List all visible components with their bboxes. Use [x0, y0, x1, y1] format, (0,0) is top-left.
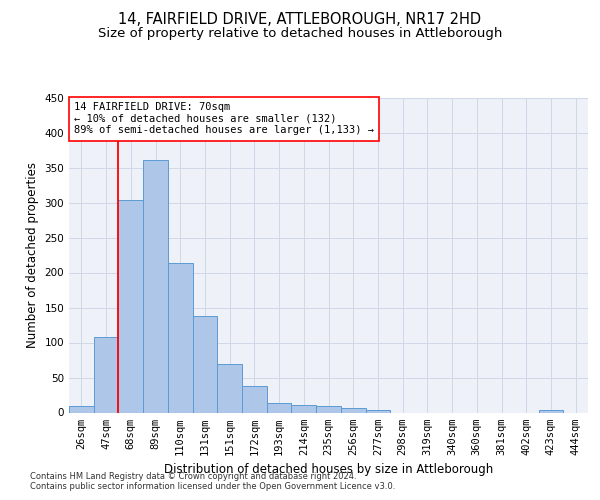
Bar [217, 364, 242, 412]
Text: 14, FAIRFIELD DRIVE, ATTLEBOROUGH, NR17 2HD: 14, FAIRFIELD DRIVE, ATTLEBOROUGH, NR17 … [118, 12, 482, 28]
Bar [292, 405, 316, 412]
X-axis label: Distribution of detached houses by size in Attleborough: Distribution of detached houses by size … [164, 463, 493, 476]
Bar [341, 408, 365, 412]
Text: Contains public sector information licensed under the Open Government Licence v3: Contains public sector information licen… [30, 482, 395, 491]
Bar [316, 406, 341, 412]
Bar [365, 410, 390, 412]
Bar [94, 337, 118, 412]
Bar [118, 200, 143, 412]
Text: 14 FAIRFIELD DRIVE: 70sqm
← 10% of detached houses are smaller (132)
89% of semi: 14 FAIRFIELD DRIVE: 70sqm ← 10% of detac… [74, 102, 374, 136]
Bar [143, 160, 168, 412]
Bar [267, 404, 292, 412]
Bar [539, 410, 563, 412]
Bar [69, 406, 94, 412]
Y-axis label: Number of detached properties: Number of detached properties [26, 162, 39, 348]
Bar [193, 316, 217, 412]
Text: Size of property relative to detached houses in Attleborough: Size of property relative to detached ho… [98, 28, 502, 40]
Bar [168, 264, 193, 412]
Bar [242, 386, 267, 412]
Text: Contains HM Land Registry data © Crown copyright and database right 2024.: Contains HM Land Registry data © Crown c… [30, 472, 356, 481]
